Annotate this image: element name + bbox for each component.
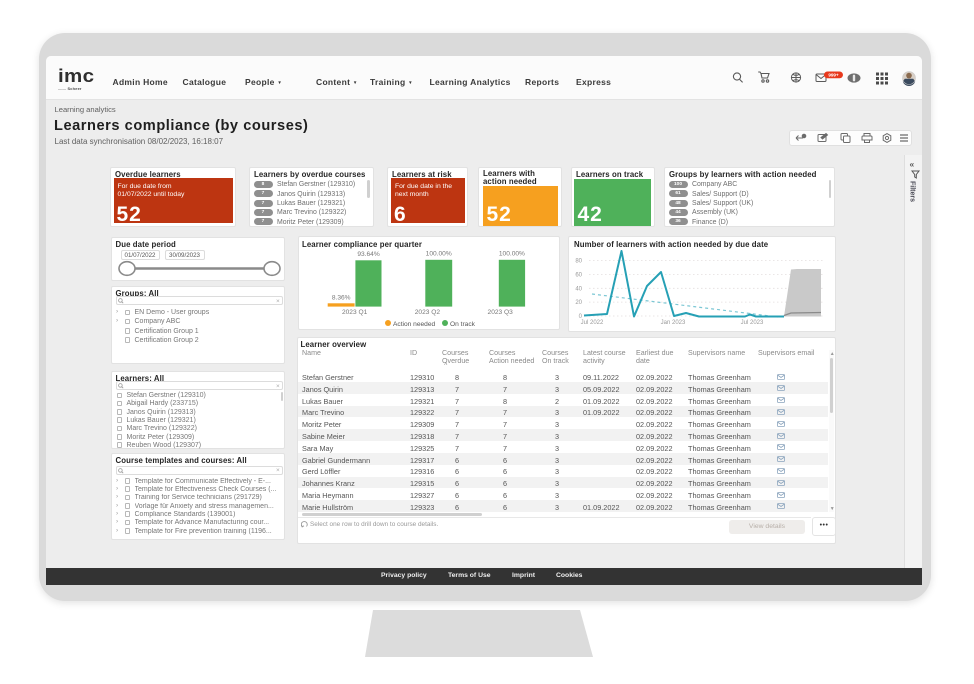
- svg-text:Jul 2023: Jul 2023: [741, 320, 764, 326]
- svg-text:100.00%: 100.00%: [426, 251, 452, 258]
- svg-text:60: 60: [575, 272, 582, 278]
- svg-text:20: 20: [575, 300, 582, 306]
- svg-text:100.00%: 100.00%: [499, 251, 525, 258]
- svg-text:Jan 2023: Jan 2023: [661, 320, 686, 326]
- svg-text:93.64%: 93.64%: [357, 251, 380, 258]
- svg-text:999+: 999+: [828, 73, 839, 78]
- svg-text:80: 80: [575, 259, 582, 265]
- svg-text:0: 0: [579, 314, 583, 320]
- svg-text:8.36%: 8.36%: [332, 295, 351, 302]
- svg-text:40: 40: [575, 286, 582, 292]
- svg-text:Jul 2022: Jul 2022: [581, 320, 604, 326]
